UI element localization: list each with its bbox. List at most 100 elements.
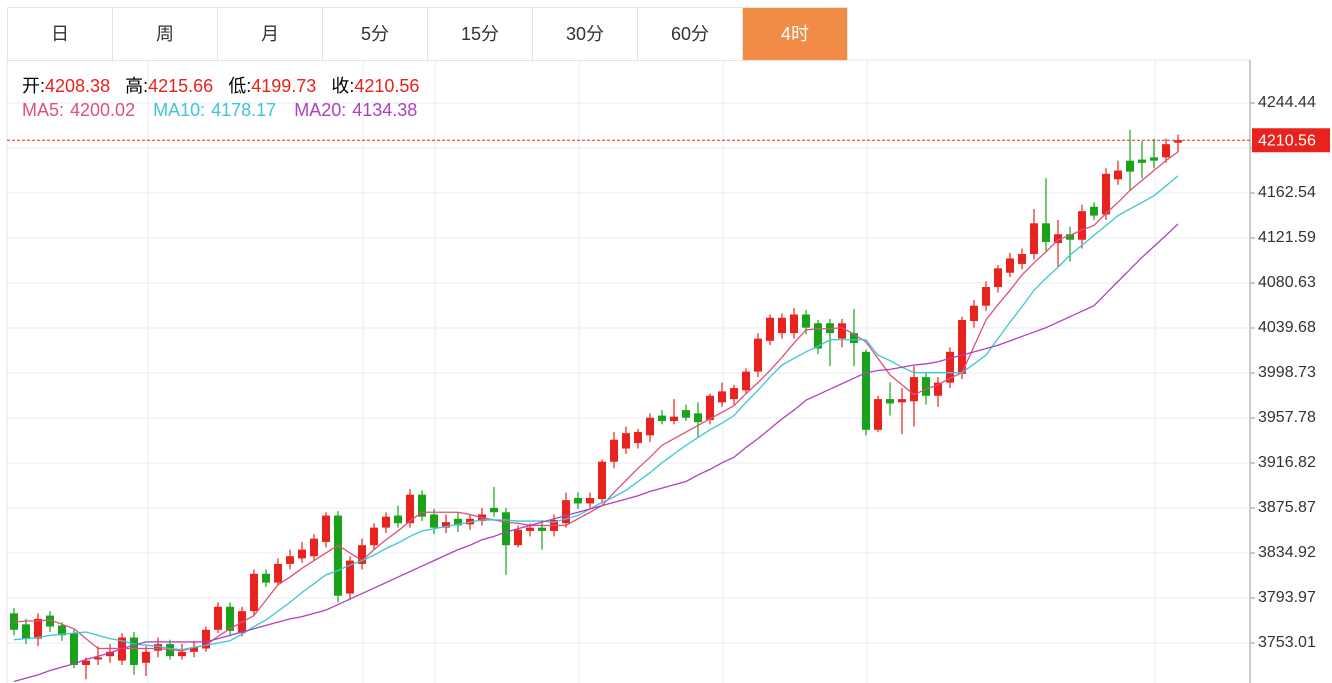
period-tabs: 日周月 5分 15分 30分 60分 4时	[7, 7, 848, 61]
y-tick-label: 3834.92	[1258, 544, 1316, 561]
last-price-box	[1252, 128, 1330, 153]
candle-body	[634, 432, 642, 444]
candle-body	[862, 351, 870, 430]
high-label: 高:	[125, 76, 149, 96]
period-tab[interactable]: 5分	[323, 8, 428, 60]
candle-body	[82, 660, 90, 665]
period-tab[interactable]: 月	[218, 8, 323, 60]
y-tick-label: 4080.63	[1258, 274, 1316, 291]
candle-body	[502, 512, 510, 546]
candle-body	[982, 287, 990, 306]
candle-body	[586, 497, 594, 504]
candle-body	[670, 416, 678, 422]
candle-body	[334, 515, 342, 596]
candle-body	[1174, 140, 1182, 143]
candle-body	[418, 494, 426, 517]
ma-value: 4178.17	[211, 100, 277, 120]
candle-body	[646, 417, 654, 436]
y-tick-label: 4162.54	[1258, 184, 1316, 201]
candle-body	[286, 556, 294, 564]
y-tick-label: 4039.68	[1258, 319, 1316, 336]
candle-body	[1114, 170, 1122, 180]
candle-body	[790, 314, 798, 334]
candle-body	[538, 527, 546, 531]
plot-frame	[6, 59, 1251, 683]
candle-body	[1162, 144, 1170, 158]
y-tick-label: 3875.87	[1258, 499, 1316, 516]
candle-body	[1138, 159, 1146, 163]
y-tick-label: 3793.97	[1258, 589, 1316, 606]
candle-body	[514, 529, 522, 546]
ma-line	[13, 175, 1179, 651]
candle-body	[898, 399, 906, 403]
period-tab[interactable]: 日	[8, 8, 113, 60]
candle-body	[934, 382, 942, 396]
candle-body	[562, 500, 570, 524]
candle-body	[1078, 211, 1086, 240]
candle-body	[802, 314, 810, 328]
low-label: 低:	[228, 76, 252, 96]
low-value: 4199.73	[251, 76, 317, 96]
candle-body	[922, 377, 930, 396]
candle-body	[766, 317, 774, 341]
period-tab[interactable]: 60分	[638, 8, 743, 60]
open-value: 4208.38	[45, 76, 111, 96]
candle-body	[94, 657, 102, 660]
candle-body	[70, 633, 78, 665]
y-tick-label: 3916.82	[1258, 454, 1316, 471]
period-tab[interactable]: 4时	[743, 8, 848, 60]
open-label: 开:	[22, 76, 46, 96]
y-tick-label: 3753.01	[1258, 634, 1316, 651]
candle-body	[1126, 160, 1134, 172]
period-tab[interactable]: 30分	[533, 8, 638, 60]
ma-value: 4134.38	[352, 100, 418, 120]
candle-body	[610, 439, 618, 462]
candle-body	[574, 497, 582, 504]
candles	[10, 129, 1182, 680]
candle-body	[22, 624, 30, 639]
candle-body	[682, 410, 690, 418]
candle-body	[358, 545, 366, 564]
candle-body	[34, 618, 42, 639]
candle-body	[706, 395, 714, 420]
candle-body	[1150, 157, 1158, 161]
ma-legend: MA5: 4200.02 MA10: 4178.17 MA20: 4134.38	[22, 100, 435, 121]
y-tick-label: 4244.44	[1258, 94, 1316, 111]
candle-body	[1018, 254, 1026, 264]
candle-body	[742, 371, 750, 391]
candle-body	[370, 527, 378, 546]
candle-body	[214, 606, 222, 630]
candle-body	[1030, 223, 1038, 255]
candle-body	[226, 606, 234, 631]
close-value: 4210.56	[354, 76, 420, 96]
period-tab[interactable]: 15分	[428, 8, 533, 60]
ma-name: MA5:	[22, 100, 65, 120]
candle-body	[1066, 234, 1074, 240]
candle-body	[430, 514, 438, 528]
ma-value: 4200.02	[70, 100, 136, 120]
candle-body	[838, 323, 846, 339]
candle-body	[754, 338, 762, 372]
candle-body	[946, 351, 954, 383]
candle-body	[814, 323, 822, 349]
candle-body	[310, 538, 318, 557]
candle-body	[454, 518, 462, 526]
candle-body	[694, 413, 702, 423]
high-value: 4215.66	[148, 76, 214, 96]
candle-body	[142, 651, 150, 663]
candle-body	[658, 415, 666, 422]
candle-body	[850, 333, 858, 344]
time-separators	[147, 60, 1156, 683]
y-tick-label: 4121.59	[1258, 229, 1316, 246]
candle-body	[718, 391, 726, 403]
candle-body	[958, 319, 966, 374]
candle-body	[442, 522, 450, 528]
candle-body	[406, 494, 414, 524]
candle-body	[1006, 258, 1014, 273]
y-tick-label: 3957.78	[1258, 409, 1316, 426]
candle-body	[598, 461, 606, 500]
candle-body	[106, 651, 114, 657]
period-tab[interactable]: 周	[113, 8, 218, 60]
last-price-label: 4210.56	[1258, 132, 1316, 149]
